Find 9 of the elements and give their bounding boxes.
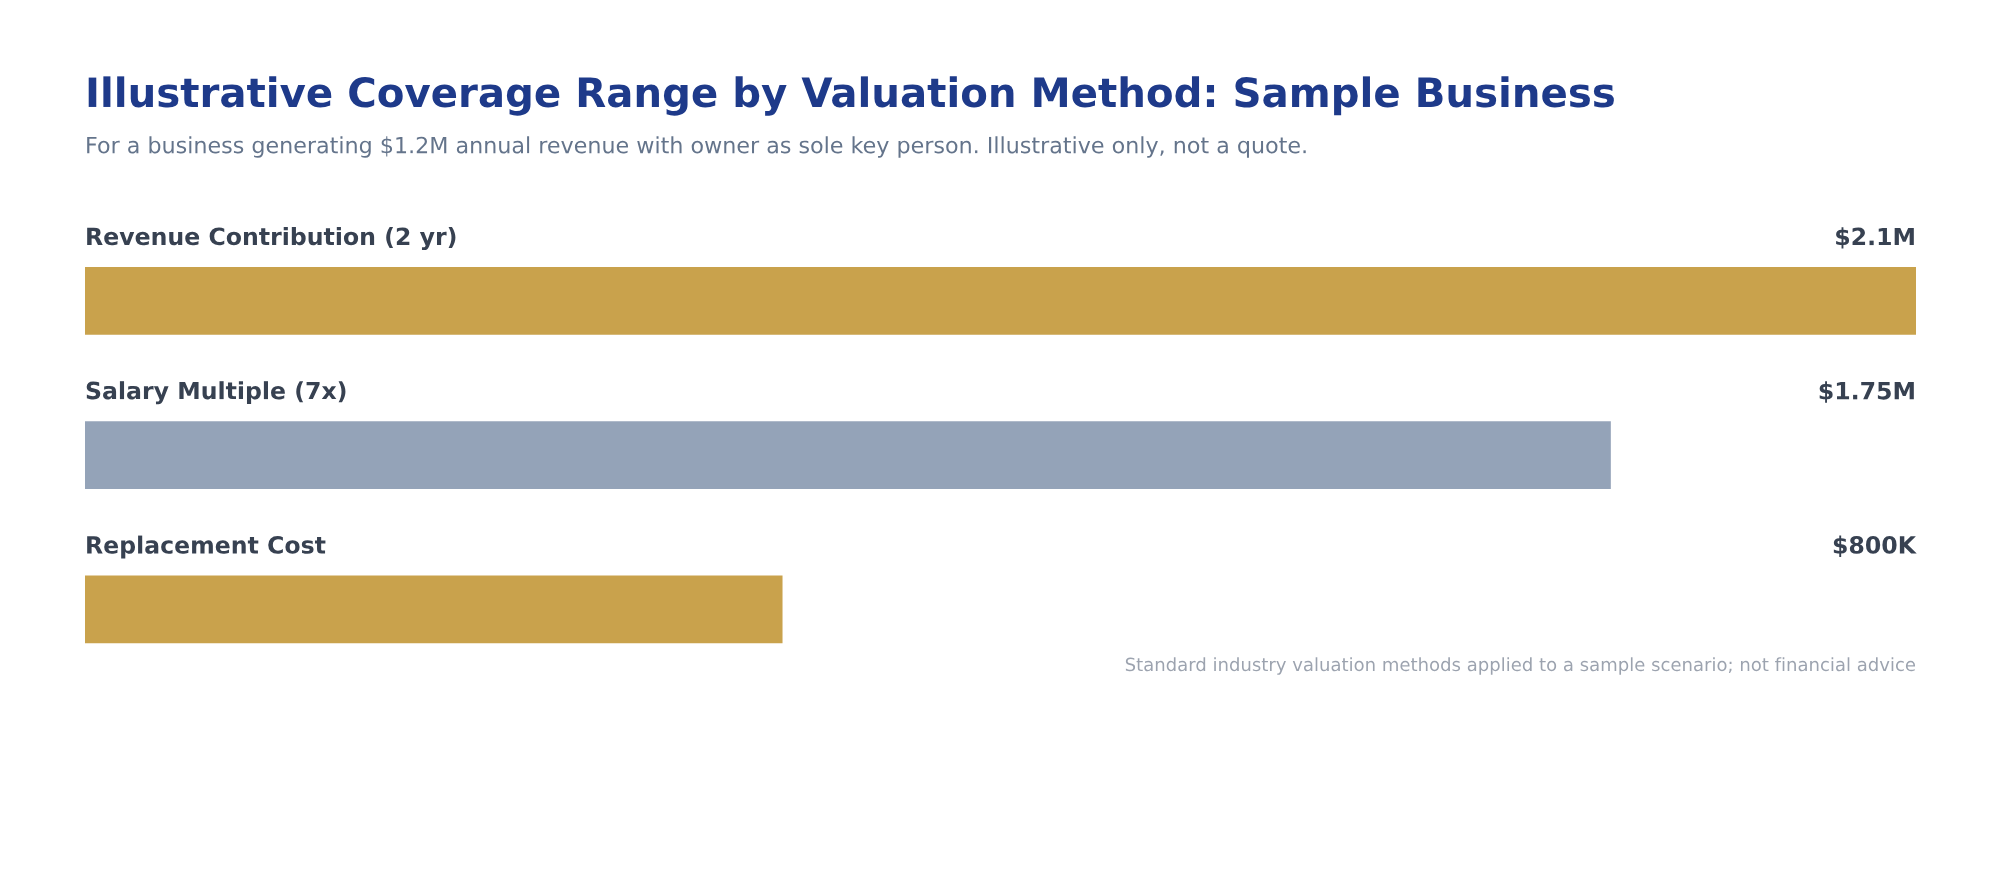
y-tick-label: Salary Multiple (7x)	[86, 381, 346, 405]
data-label: $2.1M	[1836, 227, 1914, 249]
data-label: $1.75M	[1819, 381, 1914, 403]
chart-title: Illustrative Coverage Range by Valuation Method: Sample Business	[88, 76, 1614, 116]
y-tick-label: Revenue Contribution (2 yr)	[87, 226, 456, 251]
chart-subtitle: For a business generating $1.2M annual revenue with owner as sole key person. Illustrative only, not a quote.	[87, 136, 1306, 158]
data-label: $800K	[1833, 535, 1917, 557]
y-tick-label: Replacement Cost	[87, 535, 326, 559]
text: Standard industry valuation methods applied to a sample scenario; not financial advice	[1125, 657, 1916, 675]
